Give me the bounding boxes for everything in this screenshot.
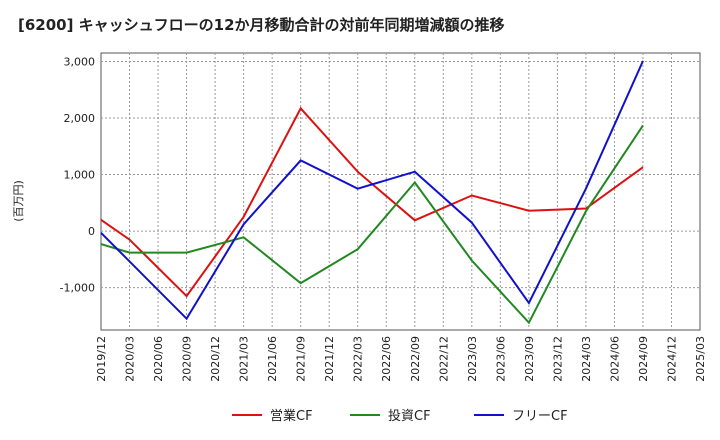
y-axis-label: (百万円) (12, 180, 25, 222)
y-tick-label: 2,000 (64, 112, 96, 125)
x-tick-label: 2022/09 (409, 336, 422, 382)
x-tick-label: 2023/03 (466, 336, 479, 382)
x-tick-label: 2022/03 (352, 336, 365, 382)
x-tick-label: 2022/12 (437, 336, 450, 382)
y-tick-label: 1,000 (64, 169, 96, 182)
x-tick-label: 2021/06 (266, 336, 279, 382)
x-tick-label: 2020/06 (152, 336, 165, 382)
series-line (100, 106, 644, 298)
x-tick-label: 2021/12 (323, 336, 336, 382)
y-tick-label: 0 (88, 225, 95, 238)
x-tick-label: 2025/03 (694, 336, 707, 382)
series-line (100, 124, 644, 325)
x-tick-label: 2020/03 (124, 336, 137, 382)
legend-label: 投資CF (388, 408, 431, 424)
x-tick-label: 2023/12 (551, 336, 564, 382)
x-tick-label: 2020/09 (181, 336, 194, 382)
x-tick-label: 2021/09 (295, 336, 308, 382)
x-tick-label: 2024/09 (637, 336, 650, 382)
legend-label: フリーCF (512, 409, 568, 424)
x-tick-label: 2024/12 (665, 336, 678, 382)
x-tick-label: 2023/06 (494, 336, 507, 382)
series-line (100, 60, 644, 321)
x-tick-label: 2021/03 (238, 336, 251, 382)
x-tick-label: 2020/12 (209, 336, 222, 382)
y-tick-label: 3,000 (64, 55, 96, 68)
y-tick-label: -1,000 (60, 282, 95, 295)
x-tick-label: 2024/03 (580, 336, 593, 382)
x-tick-label: 2019/12 (95, 336, 108, 382)
chart-title: [6200] キャッシュフローの12か月移動合計の対前年同期増減額の推移 (18, 16, 505, 34)
x-tick-label: 2023/09 (523, 336, 536, 382)
legend-label: 営業CF (270, 408, 313, 424)
x-tick-label: 2022/06 (380, 336, 393, 382)
x-tick-label: 2024/06 (608, 336, 621, 382)
